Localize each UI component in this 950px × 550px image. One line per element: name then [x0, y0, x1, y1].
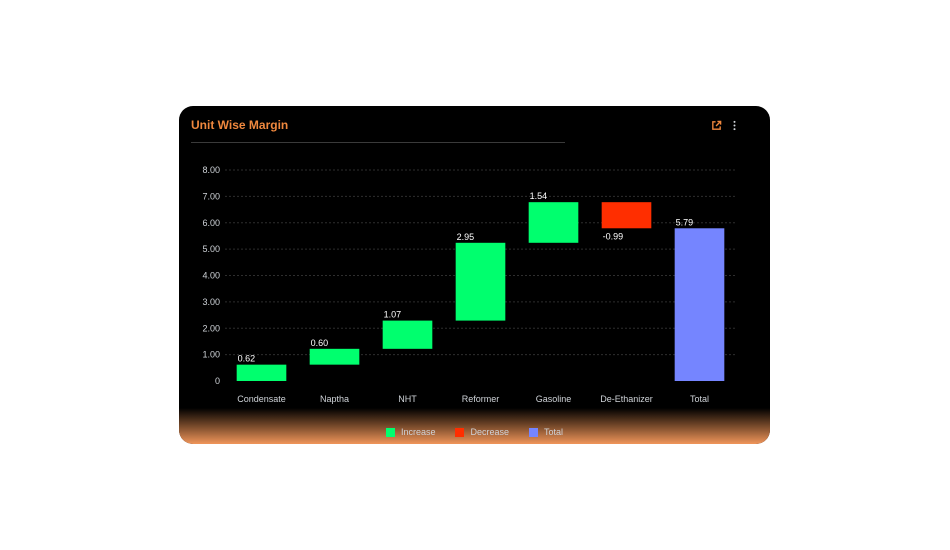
- y-tick-label: 3.00: [202, 297, 220, 307]
- legend-item-decrease[interactable]: Decrease: [455, 427, 509, 437]
- external-link-icon[interactable]: [711, 118, 722, 130]
- y-tick-label: 0: [215, 376, 220, 386]
- x-tick-label: Total: [690, 394, 709, 404]
- data-label: 0.62: [238, 354, 256, 364]
- x-tick-label: Condensate: [237, 394, 286, 404]
- legend-label: Increase: [400, 427, 436, 437]
- y-tick-label: 1.00: [202, 350, 220, 360]
- bar-gasoline: [528, 202, 579, 243]
- y-tick-label: 6.00: [202, 218, 220, 228]
- y-tick-label: 2.00: [202, 323, 220, 333]
- bar-reformer: [455, 242, 506, 321]
- x-tick-label: Naptha: [320, 394, 349, 404]
- bar-total: [674, 228, 725, 381]
- legend-swatch: [385, 427, 395, 437]
- chart-card: Unit Wise Margin 0 1.00 2.00 3.00 4.00 5.00 6.…: [179, 106, 770, 444]
- legend-item-total[interactable]: Total: [529, 427, 563, 437]
- y-tick-label: 8.00: [202, 165, 220, 175]
- more-vertical-icon[interactable]: [729, 118, 740, 131]
- data-label: 5.79: [676, 217, 694, 227]
- legend-band: [179, 408, 770, 444]
- waterfall-chart: 0 1.00 2.00 3.00 4.00 5.00 6.00 7.00 8.00 0.62 Con…: [202, 165, 736, 404]
- legend-swatch: [455, 427, 465, 437]
- data-label: 0.60: [311, 338, 329, 348]
- legend-swatch: [529, 427, 539, 437]
- legend-label: Decrease: [470, 427, 510, 437]
- legend-label: Total: [544, 427, 564, 437]
- x-tick-label: De-Ethanizer: [600, 394, 653, 404]
- x-tick-label: Reformer: [462, 394, 500, 404]
- data-label: -0.99: [603, 231, 624, 241]
- bar-nht: [382, 320, 433, 349]
- bar-de-ethanizer: [601, 202, 652, 229]
- legend-item-increase[interactable]: Increase: [385, 427, 436, 437]
- y-tick-label: 7.00: [202, 191, 220, 201]
- bar-condensate: [236, 364, 287, 381]
- data-label: 2.95: [457, 232, 475, 242]
- data-label: 1.54: [530, 191, 548, 201]
- y-tick-label: 4.00: [202, 271, 220, 281]
- x-tick-label: NHT: [398, 394, 417, 404]
- x-tick-label: Gasoline: [536, 394, 572, 404]
- card-title: Unit Wise Margin: [191, 118, 289, 132]
- chart-legend: Increase Decrease Total: [179, 427, 770, 437]
- title-divider: [191, 142, 565, 143]
- data-label: 1.07: [384, 310, 402, 320]
- bar-naptha: [309, 348, 360, 365]
- y-tick-label: 5.00: [202, 244, 220, 254]
- card-actions: [711, 118, 740, 131]
